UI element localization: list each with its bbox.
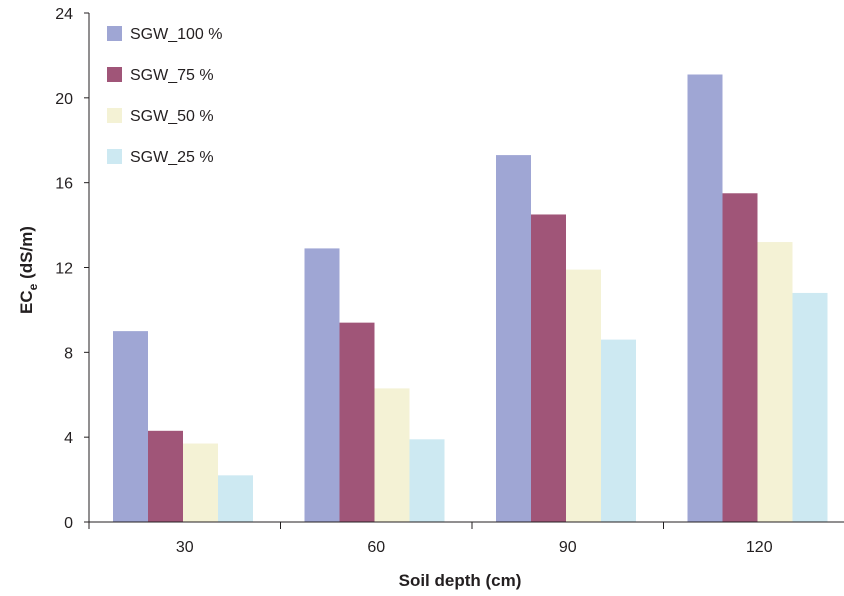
legend-swatch-2 bbox=[107, 108, 122, 123]
bar-60-sgw-50- bbox=[374, 388, 410, 522]
x-axis-title: Soil depth (cm) bbox=[399, 571, 522, 590]
bar-90-sgw-25- bbox=[601, 339, 636, 522]
y-axis-title-rest: (dS/m) bbox=[17, 226, 36, 284]
bar-90-sgw-50- bbox=[566, 269, 601, 522]
bar-30-sgw-75- bbox=[148, 430, 183, 522]
y-tick-label-8: 8 bbox=[64, 345, 73, 362]
bar-30-sgw-100- bbox=[113, 331, 148, 522]
x-tick-label-30: 30 bbox=[176, 539, 194, 556]
legend-label-0: SGW_100 % bbox=[130, 26, 222, 43]
legend: SGW_100 % SGW_75 % SGW_50 % SGW_25 % bbox=[107, 26, 222, 166]
legend-label-1: SGW_75 % bbox=[130, 67, 214, 84]
legend-label-2: SGW_50 % bbox=[130, 108, 214, 125]
y-tick-label-0: 0 bbox=[64, 515, 73, 532]
y-axis-title: ECe (dS/m) bbox=[17, 226, 40, 314]
bar-120-sgw-100- bbox=[687, 74, 723, 523]
y-axis-title-subscript: e bbox=[26, 283, 40, 290]
bars-group bbox=[113, 74, 828, 523]
legend-swatch-1 bbox=[107, 67, 122, 82]
x-tick-label-60: 60 bbox=[367, 539, 385, 556]
bar-90-sgw-100- bbox=[496, 155, 531, 523]
bar-30-sgw-50- bbox=[183, 443, 218, 522]
y-tick-label-4: 4 bbox=[64, 430, 73, 447]
y-tick-label-20: 20 bbox=[55, 91, 73, 108]
y-tick-label-16: 16 bbox=[55, 176, 73, 193]
legend-label-3: SGW_25 % bbox=[130, 149, 214, 166]
legend-swatch-0 bbox=[107, 26, 122, 41]
y-axis-title-main: EC bbox=[17, 290, 36, 314]
x-tick-label-90: 90 bbox=[559, 539, 577, 556]
bar-120-sgw-75- bbox=[722, 193, 758, 523]
bar-60-sgw-25- bbox=[409, 439, 445, 522]
bar-120-sgw-25- bbox=[792, 292, 828, 522]
x-tick-label-120: 120 bbox=[746, 539, 773, 556]
bar-30-sgw-25- bbox=[218, 475, 253, 522]
axes-group: 0 4 8 12 16 20 24 30 60 90 120 bbox=[55, 6, 844, 556]
y-tick-label-12: 12 bbox=[55, 261, 73, 278]
bar-60-sgw-100- bbox=[304, 248, 340, 522]
bar-60-sgw-75- bbox=[339, 322, 375, 522]
bar-120-sgw-50- bbox=[757, 242, 793, 523]
legend-swatch-3 bbox=[107, 149, 122, 164]
bar-90-sgw-75- bbox=[531, 214, 566, 522]
y-tick-label-24: 24 bbox=[55, 6, 73, 23]
